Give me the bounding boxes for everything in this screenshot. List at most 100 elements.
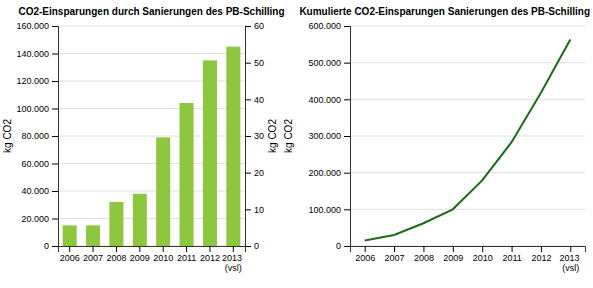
tick-label: 2007: [83, 253, 103, 263]
tick-label: 2007: [385, 253, 405, 263]
tick-mark: [186, 246, 187, 252]
chart-panel: 20062007200820092010201120122013 (vsl)02…: [2, 6, 285, 273]
tick-label: 2009: [130, 253, 150, 263]
tick-label: 2012: [200, 253, 220, 263]
tick-mark: [344, 173, 350, 174]
tick-label: 0: [336, 241, 341, 251]
tick-mark: [570, 246, 571, 252]
tick: 2010: [473, 246, 493, 263]
tick-label: 140.000: [16, 49, 49, 59]
bar: [86, 225, 100, 246]
tick: 300.000: [308, 131, 350, 141]
tick: 2007: [83, 246, 103, 263]
tick: 2013 (vsl): [560, 246, 583, 273]
y-axis: 020.00040.00060.00080.000100.000120.0001…: [16, 21, 58, 251]
tick-mark: [245, 99, 251, 100]
tick: 30: [245, 131, 264, 141]
tick-label: 2009: [443, 253, 463, 263]
tick-label: 120.000: [16, 76, 49, 86]
plot-area: [63, 47, 241, 246]
tick: 50: [245, 58, 264, 68]
tick-mark: [344, 63, 350, 64]
tick-mark: [233, 246, 234, 252]
tick-mark: [344, 209, 350, 210]
tick-mark: [52, 219, 58, 220]
tick-mark: [116, 246, 117, 252]
axis-line: [351, 247, 586, 253]
grid-line: [350, 172, 585, 173]
tick: 2010: [153, 246, 173, 263]
tick: 400.000: [308, 95, 350, 105]
grid-line: [350, 99, 585, 100]
tick-label: 300.000: [308, 131, 341, 141]
x-axis: 200620072008 200920102011 20122013 (vsl): [59, 246, 246, 273]
x-axis: 20062007200820092010201120122013 (vsl): [351, 246, 586, 273]
tick-mark: [209, 246, 210, 252]
tick-label: 2010: [473, 253, 493, 263]
y-axis-title: kg CO2: [283, 119, 294, 153]
axis-line: [246, 27, 252, 247]
tick-label: 2013 (vsl): [222, 253, 245, 273]
tick-label: 40.000: [21, 186, 49, 196]
tick-mark: [423, 246, 424, 252]
tick-mark: [139, 246, 140, 252]
grid: [350, 26, 585, 246]
tick-mark: [512, 246, 513, 252]
tick-label: 160.000: [16, 21, 49, 31]
bar: [180, 103, 194, 246]
tick: 0: [245, 241, 259, 251]
tick: 40: [245, 95, 264, 105]
grid-line: [58, 53, 245, 54]
tick: 2012: [200, 246, 220, 263]
tick-label: 10: [254, 205, 264, 215]
tick-mark: [245, 246, 251, 247]
tick-mark: [245, 209, 251, 210]
tick-label: 60.000: [21, 159, 49, 169]
grid-line: [350, 26, 585, 27]
chart-canvas: 20062007200820092010201120122013 (vsl)02…: [0, 0, 593, 288]
tick-mark: [365, 246, 366, 252]
tick-label: 40: [254, 95, 264, 105]
tick-mark: [245, 63, 251, 64]
y2-axis-title: kg CO2: [267, 119, 278, 153]
tick-mark: [52, 164, 58, 165]
tick: 2007: [385, 246, 405, 263]
tick-mark: [344, 246, 350, 247]
tick-label: 2011: [502, 253, 521, 263]
tick-mark: [344, 136, 350, 137]
tick: 2006: [60, 246, 80, 263]
axis-line: [59, 247, 246, 253]
tick: 40.000: [21, 186, 58, 196]
y-axis-title: kg CO2: [2, 119, 13, 153]
tick-mark: [245, 136, 251, 137]
tick-mark: [52, 136, 58, 137]
tick-label: 0: [44, 241, 49, 251]
tick: 80.000: [21, 131, 58, 141]
tick-label: 600.000: [308, 21, 341, 31]
tick-mark: [344, 26, 350, 27]
tick: 2013 (vsl): [222, 246, 245, 273]
tick-mark: [52, 81, 58, 82]
tick-mark: [52, 54, 58, 55]
tick: 100.000: [308, 205, 350, 215]
tick: 160.000: [16, 21, 58, 31]
tick-mark: [344, 99, 350, 100]
tick: 2011: [177, 246, 196, 263]
tick-mark: [245, 173, 251, 174]
tick: 60.000: [21, 159, 58, 169]
tick-mark: [52, 191, 58, 192]
tick-mark: [541, 246, 542, 252]
axis-line: [344, 27, 351, 247]
tick-label: 30: [254, 131, 264, 141]
y-axis: 0100.000200.000300.000400.000500.000600.…: [308, 21, 350, 251]
tick: 0: [44, 241, 58, 251]
grid: [58, 26, 245, 246]
tick: 600.000: [308, 21, 350, 31]
tick: 2008: [106, 246, 126, 263]
bar: [109, 202, 123, 246]
tick-label: 400.000: [308, 95, 341, 105]
tick-label: 200.000: [308, 168, 341, 178]
grid-line: [58, 26, 245, 27]
tick-label: 100.000: [308, 205, 341, 215]
bar: [133, 194, 147, 246]
